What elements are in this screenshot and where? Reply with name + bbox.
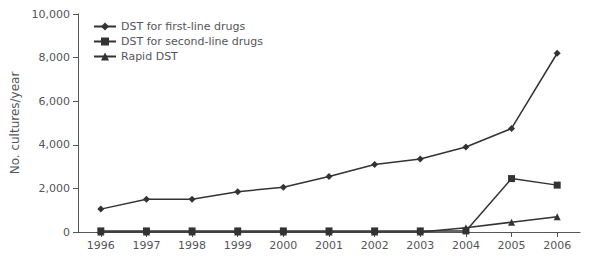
svg-text:2,000: 2,000 — [39, 182, 71, 195]
svg-text:6,000: 6,000 — [39, 95, 71, 108]
svg-text:2003: 2003 — [406, 239, 434, 252]
svg-text:DST for second-line drugs: DST for second-line drugs — [121, 35, 263, 48]
svg-text:No. cultures/year: No. cultures/year — [8, 72, 22, 175]
svg-text:2005: 2005 — [498, 239, 526, 252]
svg-text:1998: 1998 — [178, 239, 206, 252]
svg-text:1996: 1996 — [87, 239, 115, 252]
svg-text:8,000: 8,000 — [39, 51, 71, 64]
svg-text:4,000: 4,000 — [39, 138, 71, 151]
svg-text:10,000: 10,000 — [32, 8, 71, 21]
svg-text:0: 0 — [63, 226, 70, 239]
svg-text:1997: 1997 — [132, 239, 160, 252]
svg-text:Rapid DST: Rapid DST — [121, 50, 178, 63]
svg-text:2004: 2004 — [452, 239, 480, 252]
svg-text:2001: 2001 — [315, 239, 343, 252]
svg-text:2006: 2006 — [543, 239, 571, 252]
svg-text:2002: 2002 — [361, 239, 389, 252]
svg-text:1999: 1999 — [224, 239, 252, 252]
svg-text:2000: 2000 — [269, 239, 297, 252]
svg-text:DST for first-line drugs: DST for first-line drugs — [121, 20, 246, 33]
